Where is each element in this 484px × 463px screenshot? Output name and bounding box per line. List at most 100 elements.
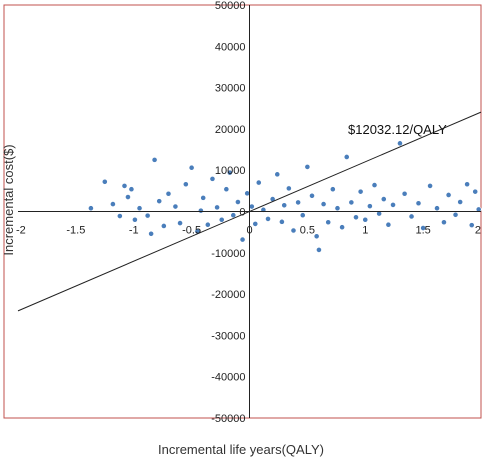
data-point	[136, 205, 143, 212]
data-point	[334, 205, 341, 212]
x-tick-label: -2	[16, 225, 26, 237]
data-point	[371, 182, 378, 188]
y-tick-label: -30000	[211, 330, 245, 342]
data-point	[148, 230, 155, 237]
data-point	[464, 181, 471, 188]
data-point	[200, 194, 207, 201]
data-point	[434, 205, 440, 212]
cost-effectiveness-line	[17, 111, 482, 312]
y-tick-label: 20000	[215, 124, 246, 136]
data-point	[197, 207, 204, 214]
data-point	[304, 163, 311, 170]
y-tick-label: 40000	[215, 41, 246, 53]
data-point	[88, 205, 94, 212]
data-point	[218, 216, 225, 223]
data-point	[475, 206, 482, 213]
data-point	[348, 199, 355, 206]
data-point	[445, 192, 452, 198]
data-point	[452, 211, 459, 218]
data-point	[320, 201, 327, 207]
y-tick-label: -10000	[211, 248, 245, 260]
data-point	[172, 203, 179, 210]
reference-line-label: $12032.12/QALY	[348, 122, 447, 137]
data-point	[353, 214, 359, 221]
x-tick-label: 1.5	[415, 225, 430, 237]
x-tick-labels: -2 -1.5 -1 -0.5 0 0.5 1 1.5 2	[16, 225, 481, 237]
data-point	[214, 204, 220, 211]
x-tick-label: 1	[362, 225, 368, 237]
x-tick-label: -1.5	[66, 225, 85, 237]
x-tick-label: -0.5	[182, 225, 201, 237]
data-point	[132, 216, 138, 223]
data-point	[408, 213, 415, 220]
data-point	[295, 199, 302, 206]
data-point	[204, 221, 211, 228]
data-point	[151, 156, 158, 163]
data-point	[290, 227, 297, 234]
data-point	[427, 182, 433, 189]
data-point	[274, 171, 281, 178]
data-point	[325, 219, 332, 226]
y-axis-title: Incremental cost($)	[1, 144, 16, 255]
data-point	[397, 140, 403, 147]
data-point	[362, 216, 369, 223]
y-tick-label: -40000	[211, 372, 245, 384]
data-point	[116, 213, 123, 219]
data-point	[285, 185, 292, 192]
x-tick-label: 0	[246, 225, 252, 237]
data-point	[223, 186, 230, 193]
data-point	[156, 198, 163, 205]
y-tick-labels: 50000 40000 30000 20000 10000 0 -10000 -20000 -3…	[211, 0, 245, 425]
data-point	[343, 154, 350, 160]
data-point	[177, 220, 183, 226]
data-point	[226, 169, 233, 176]
data-point	[239, 236, 246, 243]
data-point	[182, 181, 189, 188]
data-point	[281, 202, 288, 209]
data-point	[255, 179, 262, 186]
y-tick-label: 10000	[215, 165, 246, 177]
x-tick-label: -1	[129, 225, 139, 237]
data-point	[441, 219, 447, 226]
x-tick-label: 2	[475, 225, 481, 237]
y-tick-label: -20000	[211, 289, 245, 301]
y-tick-label: 0	[239, 207, 245, 219]
data-point	[401, 190, 408, 197]
x-tick-label: 0.5	[300, 225, 315, 237]
y-tick-label: 50000	[215, 0, 246, 12]
data-point	[299, 212, 306, 219]
data-point	[468, 222, 475, 229]
data-point	[252, 220, 259, 227]
data-point	[472, 188, 479, 195]
data-point	[366, 203, 373, 210]
data-point	[339, 224, 345, 231]
data-point	[160, 223, 167, 229]
data-point	[144, 212, 151, 219]
data-point	[209, 175, 216, 182]
data-point	[385, 221, 392, 228]
data-point	[309, 192, 315, 199]
data-point	[329, 186, 336, 193]
y-tick-label: 30000	[215, 83, 246, 95]
data-point	[415, 200, 422, 207]
data-point	[316, 247, 322, 253]
x-axis-title: Incremental life years(QALY)	[158, 442, 324, 457]
data-point	[165, 190, 172, 197]
data-point	[357, 188, 364, 195]
data-point	[121, 182, 128, 189]
data-point	[188, 164, 195, 171]
data-point	[313, 233, 320, 240]
data-point	[128, 186, 135, 193]
data-point	[265, 216, 271, 222]
data-point	[110, 201, 116, 207]
y-tick-label: -50000	[211, 413, 245, 425]
data-point	[380, 196, 387, 203]
data-point	[125, 194, 131, 200]
data-point	[390, 201, 396, 208]
data-point	[420, 225, 427, 231]
data-point	[376, 210, 383, 217]
data-point	[101, 178, 108, 185]
data-point	[235, 199, 241, 205]
points-layer	[88, 140, 482, 253]
